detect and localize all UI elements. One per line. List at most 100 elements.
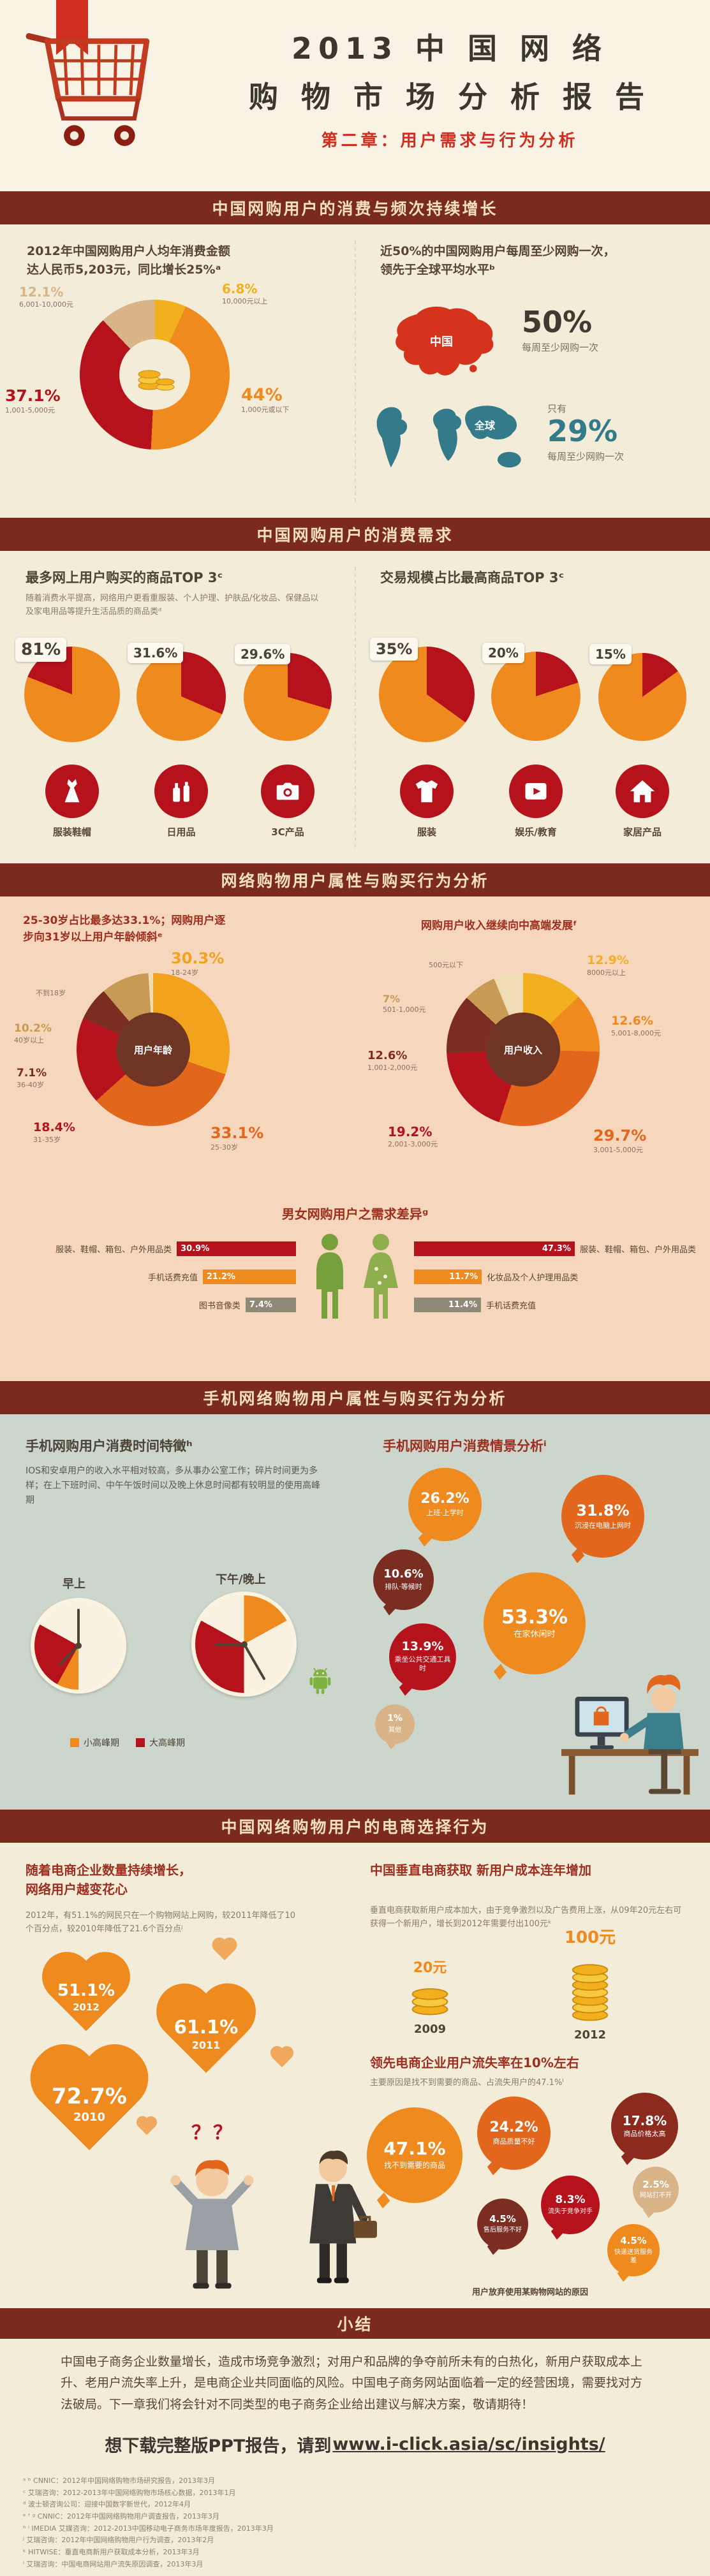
pie-daily-goods: 31.6%	[128, 643, 226, 741]
footnote: ʰ ⁱ IMEDIA 艾媒咨询：2012-2013中国移动电子商务市场年度报告，…	[23, 2524, 274, 2533]
churn-bubble: 4.5% 快递送货服务差	[607, 2224, 660, 2276]
male-bars: 服装、鞋帽、箱包、户外用品类 30.9% 手机话费充值 21.2% 图书音像类 …	[9, 1231, 296, 1322]
pie-apparel: 35%	[370, 638, 475, 742]
pie-home-products: 15%	[589, 644, 686, 741]
bar	[414, 1241, 538, 1256]
bar-label: 服装、鞋帽、箱包、户外用品类	[55, 1245, 172, 1255]
pie-pct-label: 81%	[15, 638, 67, 662]
gender-title: 男女网购用户之需求差异ᵍ	[281, 1206, 429, 1222]
age-label: 33.1% 25-30岁	[211, 1124, 264, 1152]
confused-person-illustration	[170, 2160, 254, 2289]
china-stat-block: 50% 每周至少网购一次	[522, 307, 598, 354]
scenario-bubble: 31.8% 沉浸在电脑上网时	[561, 1475, 644, 1558]
bar-pct: 21.2%	[202, 1269, 239, 1284]
column-divider	[355, 567, 356, 847]
global-stat-prefix: 只有	[547, 403, 567, 414]
footnote: ᶜ 艾瑞咨询：2012-2013年中国网络购物市场核心数据，2013年1月	[23, 2488, 236, 2497]
heart-text: 72.7% 2010	[26, 2084, 153, 2124]
income-pct: 12.6%	[611, 1014, 653, 1028]
bubble-pct: 2.5%	[642, 2178, 669, 2190]
android-icon	[309, 1667, 331, 1694]
age-pct: 10.2%	[14, 1022, 52, 1035]
category-label: 服装鞋帽	[52, 826, 91, 838]
female-bars: 47.3% 服装、鞋帽、箱包、户外用品类 11.7% 化妆品及个人护理用品类 1…	[414, 1231, 701, 1322]
donut-label-sub: 6,001-10,000元	[19, 300, 73, 309]
summary-text: 中国电子商务企业数量增长，造成市场竞争激烈；对用户和品牌的争夺前所未有的白热化，…	[61, 2355, 643, 2411]
section1-banner-label: 中国网购用户的消费与频次持续增长	[212, 200, 498, 218]
title-block: 2013 中 国 网 络 购 物 市 场 分 析 报 告 第二章：用户需求与行为…	[204, 26, 695, 151]
pie-clothing: 81%	[15, 638, 120, 742]
donut-label: 44% 1,000元或以下	[241, 385, 290, 414]
bubble-label: 商品价格太高	[623, 2129, 666, 2138]
scenario-bubble: 10.6% 排队·等候时	[373, 1549, 434, 1610]
heart-year: 2011	[191, 2039, 221, 2052]
footnote: ˡ 艾瑞咨询：中国电商网站用户流失原因调查，2013年3月	[23, 2559, 203, 2568]
bar-pct: 47.3%	[538, 1241, 575, 1256]
donut-label-pct: 6.8%	[222, 281, 258, 296]
pie-pct-label: 35%	[370, 638, 418, 661]
age-headline: 25-30岁占比最多达33.1%；网购用户逐 步向31岁以上用户年龄倾斜ᵉ	[23, 914, 226, 944]
bubble-label: 在家休闲时	[514, 1629, 556, 1639]
donut-label-pct: 12.1%	[19, 284, 64, 300]
loyalty-heart-2012: 51.1% 2012	[38, 1954, 134, 2044]
toiletries-icon	[173, 782, 189, 802]
section3-banner-label: 网络购物用户属性与购买行为分析	[221, 872, 489, 890]
income-pct: 12.6%	[367, 1049, 408, 1062]
age-label: 18.4% 31-35岁	[33, 1120, 75, 1144]
loyalty-title: 随着电商企业数量持续增长， 网络用户越变花心	[26, 1862, 191, 1897]
income-sub: 1,001-2,000元	[367, 1063, 417, 1072]
morning-clock	[31, 1598, 126, 1694]
age-pct: 33.1%	[211, 1124, 264, 1142]
category-badge	[45, 765, 99, 818]
age-sub: 不到18岁	[36, 989, 66, 998]
tshirt-icon	[415, 780, 438, 803]
age-sub: 18-24岁	[171, 968, 198, 977]
age-donut-center: 用户年龄	[116, 1013, 190, 1087]
income-sub: 3,001-5,000元	[593, 1145, 643, 1154]
shopping-cart-illustration	[26, 33, 150, 146]
top-gmv-title: 交易规模占比最高商品TOP 3ᶜ	[380, 570, 565, 585]
cost-note: 垂直电商获取新用户成本加大，由于竞争激烈以及广告费用上涨，从09年20元左右可获…	[370, 1906, 682, 1929]
donut-label-pct: 37.1%	[5, 386, 61, 405]
pie-pct-label: 20%	[482, 643, 524, 663]
china-stat-desc: 每周至少网购一次	[522, 342, 599, 353]
dress-icon	[64, 779, 80, 803]
bubble-pct: 17.8%	[622, 2112, 667, 2128]
age-sub: 36-40岁	[17, 1080, 44, 1089]
heart-pct: 51.1%	[57, 1981, 115, 2000]
clock-hand	[214, 1643, 244, 1646]
income-headline: 网购用户收入继续向中高端发展ᶠ	[421, 919, 577, 932]
male-bar-row: 图书音像类 7.4%	[9, 1294, 296, 1315]
top-purchased-title: 最多网上用户购买的商品TOP 3ᶜ	[26, 570, 223, 585]
section2-banner: 中国网购用户的消费需求	[0, 518, 710, 551]
scenario-bubble: 1% 其他	[375, 1704, 415, 1744]
china-map-block: 中国	[380, 300, 505, 386]
annual-spend-donut-chart	[80, 300, 230, 450]
bubble-label: 其他	[388, 1726, 401, 1734]
age-donut-chart: 用户年龄	[77, 973, 230, 1126]
bar	[239, 1269, 296, 1284]
evening-clock-label: 下午/晚上	[216, 1573, 266, 1586]
heart-year: 2012	[73, 2002, 100, 2013]
world-map-block: 全球	[365, 395, 534, 494]
legend-item: 大高峰期	[136, 1736, 185, 1749]
pie-chart	[598, 653, 686, 741]
section3-banner: 网络购物用户属性与购买行为分析	[0, 863, 710, 896]
male-icon	[316, 1234, 343, 1319]
section-ecommerce-choice: 随着电商企业数量持续增长， 网络用户越变花心 2012年，有51.1%的网民只在…	[0, 1843, 710, 2308]
section1-banner: 中国网购用户的消费与频次持续增长	[0, 191, 710, 224]
age-sub: 40岁以上	[14, 1036, 44, 1044]
section-mobile-shopping: 手机网购用户消费时间特徵ʰ IOS和安卓用户的收入水平相对较高，多从事办公室工作…	[0, 1414, 710, 1810]
donut-label-sub: 1,001-5,000元	[5, 406, 55, 414]
insights-link[interactable]: www.i-click.asia/sc/insights/	[332, 2434, 605, 2454]
category-badge	[400, 765, 454, 818]
income-sub: 8000元以上	[587, 968, 626, 977]
age-pct: 30.3%	[171, 949, 225, 967]
donut-label: 6.8% 10,000元以上	[222, 282, 268, 306]
heart-pct: 61.1%	[174, 2016, 239, 2038]
loyalty-note: 2012年，有51.1%的网民只在一个购物网站上网购，较2011年降低了10个百…	[26, 1911, 296, 1935]
bar	[414, 1297, 445, 1312]
churn-bubble: 4.5% 售后服务不好	[477, 2199, 528, 2250]
gender-comparison: 服装、鞋帽、箱包、户外用品类 30.9% 手机话费充值 21.2% 图书音像类 …	[9, 1231, 701, 1322]
income-label: 12.9% 8000元以上	[587, 953, 629, 977]
